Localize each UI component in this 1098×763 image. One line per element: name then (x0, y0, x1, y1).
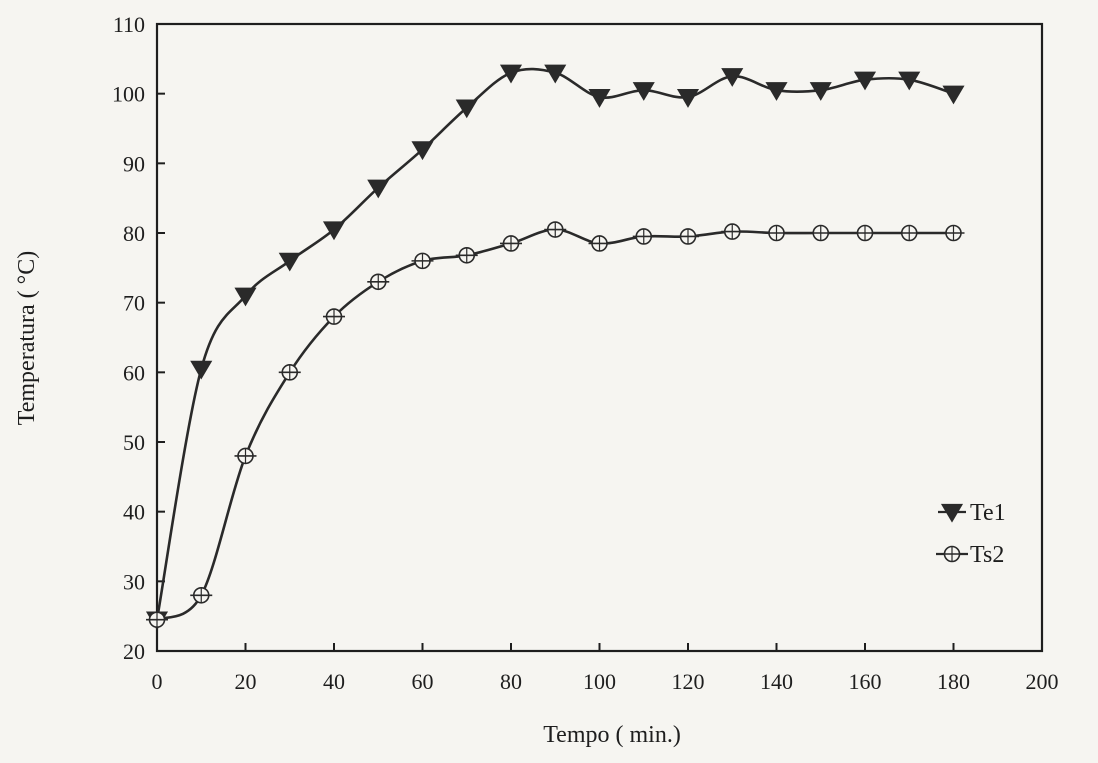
data-point-te1 (545, 65, 565, 82)
data-point-ts2 (589, 236, 611, 251)
y-tick-label: 90 (123, 151, 145, 176)
data-point-ts2 (810, 226, 832, 241)
y-axis-label: Temperatura ( °C) (14, 251, 40, 426)
series-line-ts2 (157, 230, 954, 620)
data-point-te1 (280, 253, 300, 270)
data-point-ts2 (854, 226, 876, 241)
data-point-ts2 (633, 229, 655, 244)
legend-label-ts2: Ts2 (970, 542, 1004, 568)
y-tick-label: 110 (113, 12, 145, 37)
x-tick-label: 20 (235, 669, 257, 694)
data-point-ts2 (190, 588, 212, 603)
x-tick-label: 80 (500, 669, 522, 694)
data-point-ts2 (500, 236, 522, 251)
y-tick-label: 70 (123, 291, 145, 316)
axis-ticks: 0 20 40 60 80 100 120 140 160 180 200 20 30 40 50 60 70 8… (112, 12, 1059, 694)
data-point-te1 (944, 86, 964, 103)
x-tick-label: 120 (672, 669, 705, 694)
x-tick-label: 40 (323, 669, 345, 694)
y-tick-label: 50 (123, 430, 145, 455)
x-tick-label: 180 (937, 669, 970, 694)
y-tick-label: 40 (123, 500, 145, 525)
legend-label-te1: Te1 (970, 500, 1006, 526)
data-point-ts2 (766, 226, 788, 241)
data-point-ts2 (323, 309, 345, 324)
legend-marker-ts2 (941, 547, 963, 562)
y-tick-label: 100 (112, 82, 145, 107)
data-point-ts2 (412, 253, 434, 268)
y-tick-label: 60 (123, 360, 145, 385)
data-point-te1 (501, 65, 521, 82)
x-axis-label: Tempo ( min.) (543, 722, 681, 748)
plot-frame (157, 24, 1042, 651)
x-tick-label: 100 (583, 669, 616, 694)
x-tick-label: 60 (412, 669, 434, 694)
y-tick-label: 80 (123, 221, 145, 246)
data-point-ts2 (456, 248, 478, 263)
series-layer (146, 65, 965, 629)
data-point-ts2 (279, 365, 301, 380)
data-point-ts2 (943, 226, 965, 241)
data-point-te1 (191, 361, 211, 378)
legend: Te1 Ts2 (936, 500, 1006, 568)
series-line-te1 (157, 69, 954, 620)
y-tick-label: 20 (123, 639, 145, 664)
x-tick-label: 160 (849, 669, 882, 694)
y-tick-label: 30 (123, 569, 145, 594)
data-point-ts2 (235, 448, 257, 463)
data-point-ts2 (677, 229, 699, 244)
x-tick-label: 200 (1026, 669, 1059, 694)
x-tick-label: 140 (760, 669, 793, 694)
data-point-ts2 (544, 222, 566, 237)
x-tick-label: 0 (152, 669, 163, 694)
data-point-ts2 (721, 224, 743, 239)
data-point-ts2 (898, 226, 920, 241)
